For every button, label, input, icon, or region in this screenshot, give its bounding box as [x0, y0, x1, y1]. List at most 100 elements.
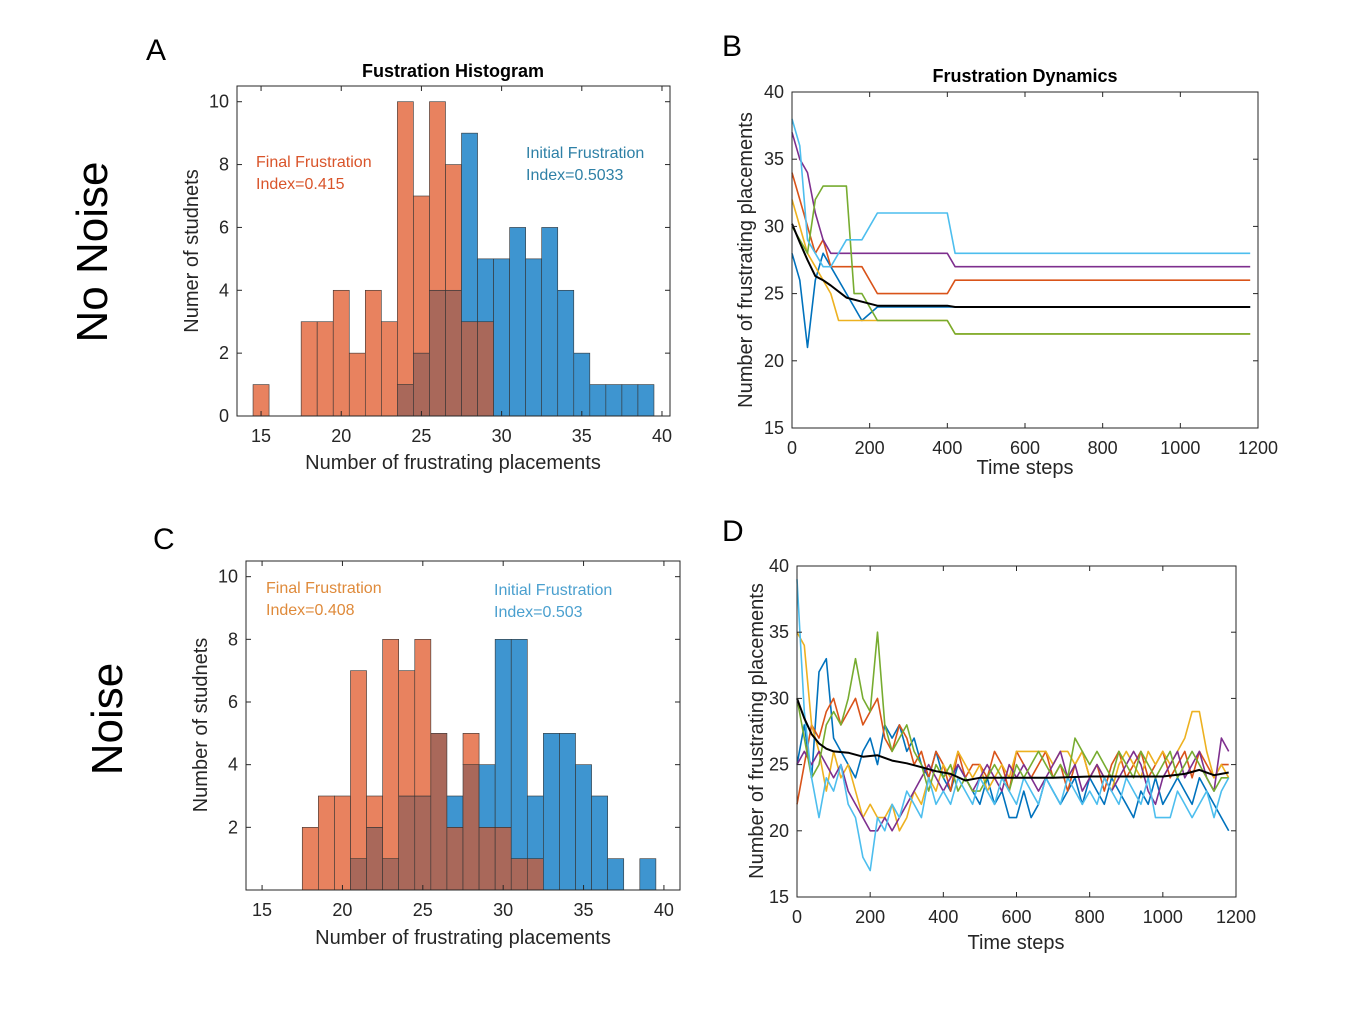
panel-a-ticks: 15 20 25 30 35 40 0 2 4 6 8 10: [209, 86, 672, 446]
panel-c-initial-label: Initial Frustration: [494, 582, 612, 599]
panel-c-bar-overlap: [526, 858, 544, 891]
panel-c-bar-final: [414, 639, 432, 797]
panel-c-ytick-label: 4: [228, 755, 238, 775]
panel-b-xtick-label: 1000: [1160, 438, 1200, 458]
panel-a-bar-final: [413, 195, 430, 354]
panel-a-ytick-label: 4: [219, 280, 229, 300]
panel-c-histogram: 15 20 25 30 35 40 2 4 6 8 10 Number of frustrating…: [190, 560, 681, 949]
panel-a-ytick-label: 10: [209, 92, 229, 112]
panel-d-ytick-label: 15: [769, 887, 789, 907]
panel-a-bar-initial: [605, 384, 623, 417]
panel-b-series-s4: [791, 132, 1251, 268]
panel-b-ytick-label: 40: [764, 82, 784, 102]
panel-a-axes-box: [236, 85, 671, 417]
panel-b-xtick-label: 0: [787, 438, 797, 458]
panel-c-xlabel: Number of frustrating placements: [315, 927, 611, 949]
panel-c-ytick-label: 6: [228, 692, 238, 712]
panel-a-xtick-label: 30: [492, 426, 512, 446]
panel-c-xtick-label: 40: [654, 900, 674, 920]
panel-a-bar-final: [316, 321, 334, 417]
panel-c-bar-initial: [543, 733, 560, 891]
panel-c-bar-initial: [446, 795, 464, 828]
panel-a-bar-overlap: [413, 352, 430, 417]
panel-c-xtick-label: 35: [574, 900, 594, 920]
panel-d-xtick-label: 1200: [1216, 907, 1256, 927]
panel-a-bar-initial: [637, 384, 655, 417]
panel-c-xtick-label: 25: [413, 900, 433, 920]
panel-b-ylabel: Number of frustrating placements: [735, 112, 757, 408]
panel-c-bar-overlap: [446, 827, 464, 891]
panel-a-bar-initial: [493, 258, 510, 417]
panel-d-series-s3: [796, 631, 1230, 832]
row-label-noise: Noise: [83, 663, 132, 776]
panel-d-line-chart: 0 200 400 600 800 1000 1200 15 20 25 30 35 40 Time s…: [746, 556, 1256, 954]
panel-d-ytick-label: 35: [769, 622, 789, 642]
panel-a-initial-index: Index=0.5033: [526, 167, 624, 184]
panel-d-xtick-label: 400: [928, 907, 958, 927]
panel-c-bar-initial: [639, 858, 657, 891]
panel-b-xtick-label: 600: [1010, 438, 1040, 458]
panel-c-bar-overlap: [414, 795, 432, 891]
panel-c-xtick-label: 30: [493, 900, 513, 920]
panel-d-xtick-label: 0: [792, 907, 802, 927]
panel-d-ytick-label: 40: [769, 556, 789, 576]
panel-d-series-s2: [796, 697, 1229, 805]
panel-c-ytick-label: 2: [228, 817, 238, 837]
panel-a-xtick-label: 15: [251, 426, 271, 446]
panel-c-bar-overlap: [430, 733, 448, 891]
panel-a-bars: [252, 101, 655, 417]
panel-a-ytick-label: 0: [219, 406, 229, 426]
panel-label-b: B: [722, 30, 742, 63]
panel-c-bar-final: [366, 795, 383, 828]
panel-a-xlabel: Number of frustrating placements: [305, 452, 601, 474]
panel-d-ylabel: Number of frustrating placements: [746, 583, 768, 879]
panel-d-xtick-label: 600: [1001, 907, 1031, 927]
panel-c-bar-overlap: [462, 764, 480, 891]
panel-label-a: A: [146, 34, 166, 67]
panel-d-ticks: 0 200 400 600 800 1000 1200 15 20 25 30 35 40: [769, 556, 1256, 927]
panel-d-series-mean: [796, 698, 1229, 782]
panel-a-bar-final: [429, 101, 446, 291]
panel-b-xtick-label: 200: [855, 438, 885, 458]
panel-a-bar-overlap: [429, 289, 446, 417]
panel-c-bar-final: [350, 670, 367, 859]
panel-a-bar-overlap: [477, 321, 494, 417]
panel-d-ytick-label: 25: [769, 755, 789, 775]
panel-d-series-s4: [796, 737, 1230, 832]
panel-a-histogram: Fustration Histogram 15 20 25 30 35 40 0 2 4 6 8 10…: [181, 61, 672, 474]
panel-a-final-label: Final Frustration: [256, 154, 372, 171]
panel-d-lines: [796, 579, 1230, 872]
panel-a-ytick-label: 2: [219, 343, 229, 363]
panel-c-bar-final: [301, 827, 319, 891]
panel-c-axes-box: [245, 560, 681, 891]
panel-c-bar-initial: [494, 639, 512, 828]
panel-a-final-index: Index=0.415: [256, 176, 345, 193]
panel-b-ytick-label: 15: [764, 418, 784, 438]
panel-d-xtick-label: 1000: [1143, 907, 1183, 927]
panel-c-bar-overlap: [510, 858, 528, 891]
panel-b-axes-box: [791, 91, 1259, 429]
panel-c-bar-initial: [607, 858, 625, 891]
panel-b-xtick-label: 400: [932, 438, 962, 458]
panel-c-ylabel: Number of studnets: [190, 638, 212, 813]
panel-b-series-s6: [791, 118, 1251, 268]
panel-b-xtick-label: 1200: [1238, 438, 1278, 458]
panel-a-xtick-label: 25: [411, 426, 431, 446]
panel-b-lines: [791, 118, 1251, 349]
panel-c-bar-final: [398, 670, 416, 797]
panel-a-bar-initial: [461, 132, 478, 323]
panel-a-ytick-label: 8: [219, 155, 229, 175]
panel-d-series-s6: [796, 579, 1230, 872]
panel-a-bar-overlap: [445, 289, 462, 417]
panel-c-bar-initial: [478, 764, 496, 828]
panel-c-bars: [301, 639, 657, 891]
panel-c-final-label: Final Frustration: [266, 580, 382, 597]
panel-a-xtick-label: 20: [331, 426, 351, 446]
panel-a-bar-final: [381, 321, 398, 417]
panel-a-bar-overlap: [397, 384, 414, 417]
panel-b-line-chart: Frustration Dynamics 0 200 400 600 800 1000 12…: [735, 66, 1278, 479]
panel-d-xlabel: Time steps: [967, 932, 1064, 954]
panel-d-ytick-label: 20: [769, 821, 789, 841]
panel-b-series-s5: [791, 185, 1251, 335]
